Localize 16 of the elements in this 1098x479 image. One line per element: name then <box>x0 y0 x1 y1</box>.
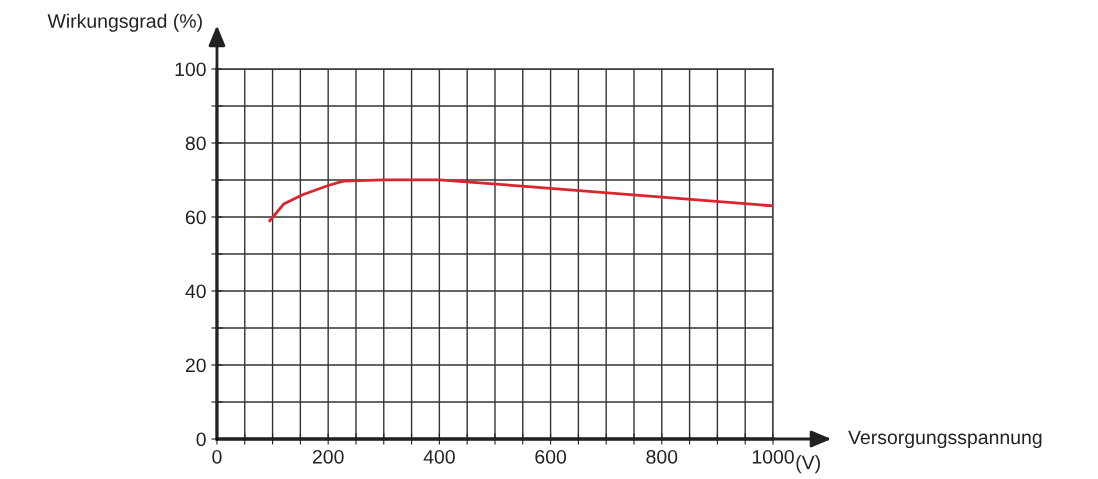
y-tick-label: 80 <box>185 136 206 151</box>
y-tick-label: 100 <box>175 62 206 77</box>
y-tick-label: 60 <box>185 210 206 225</box>
y-tick-label: 0 <box>196 432 206 447</box>
x-axis-title: Versorgungsspannung <box>848 430 1042 449</box>
x-tick-label: 800 <box>646 449 678 464</box>
y-tick-label: 20 <box>185 358 206 373</box>
text: (V) <box>796 455 820 474</box>
x-tick-label: 1000 <box>752 449 794 464</box>
x-tick-label: 600 <box>535 449 567 464</box>
x-tick-label: 400 <box>423 449 455 464</box>
y-axis-title: Wirkungsgrad (%) <box>47 13 202 32</box>
y-tick-label: 40 <box>185 284 206 299</box>
line-series <box>268 178 773 223</box>
x-tick-label: 200 <box>312 449 344 464</box>
x-tick-label: 0 <box>212 449 222 464</box>
